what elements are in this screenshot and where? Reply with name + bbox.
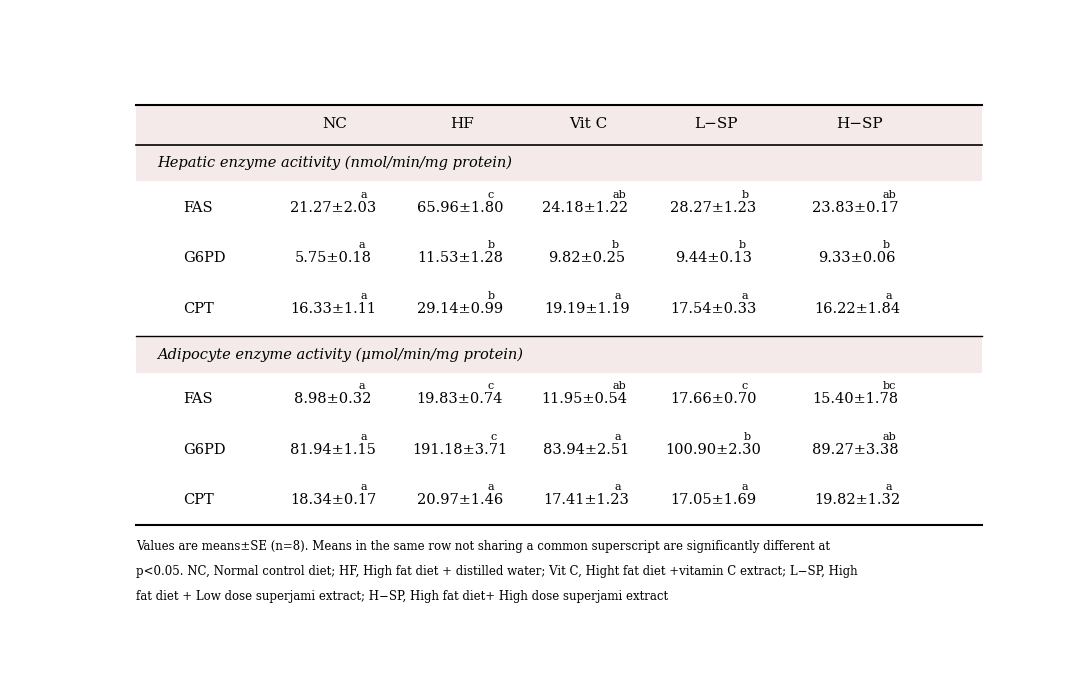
FancyBboxPatch shape bbox=[136, 145, 982, 181]
Text: 16.33±1.11: 16.33±1.11 bbox=[290, 301, 376, 316]
Text: 19.19±1.19: 19.19±1.19 bbox=[543, 301, 630, 316]
Text: a: a bbox=[361, 482, 368, 492]
Text: H−SP: H−SP bbox=[836, 117, 883, 130]
Text: c: c bbox=[490, 432, 496, 441]
Text: c: c bbox=[488, 381, 494, 391]
Text: 11.53±1.28: 11.53±1.28 bbox=[417, 251, 503, 265]
Text: b: b bbox=[739, 240, 746, 250]
Text: G6PD: G6PD bbox=[183, 251, 226, 265]
Text: Vit C: Vit C bbox=[570, 117, 608, 130]
Text: FAS: FAS bbox=[183, 201, 213, 214]
Text: b: b bbox=[883, 240, 889, 250]
Text: 23.83±0.17: 23.83±0.17 bbox=[812, 201, 898, 214]
FancyBboxPatch shape bbox=[136, 105, 982, 145]
Text: 16.22±1.84: 16.22±1.84 bbox=[814, 301, 900, 316]
Text: Values are means±SE (n=8). Means in the same row not sharing a common superscrip: Values are means±SE (n=8). Means in the … bbox=[136, 540, 830, 553]
Text: 8.98±0.32: 8.98±0.32 bbox=[295, 392, 372, 406]
Text: a: a bbox=[742, 291, 748, 301]
Text: CPT: CPT bbox=[183, 301, 214, 316]
Text: bc: bc bbox=[883, 381, 897, 391]
FancyBboxPatch shape bbox=[136, 336, 982, 372]
Text: L−SP: L−SP bbox=[694, 117, 738, 130]
Text: ab: ab bbox=[612, 381, 626, 391]
Text: 9.33±0.06: 9.33±0.06 bbox=[818, 251, 896, 265]
Text: a: a bbox=[361, 432, 368, 441]
Text: b: b bbox=[612, 240, 619, 250]
Text: 17.41±1.23: 17.41±1.23 bbox=[543, 493, 630, 507]
Text: HF: HF bbox=[449, 117, 473, 130]
Text: 29.14±0.99: 29.14±0.99 bbox=[417, 301, 503, 316]
Text: 65.96±1.80: 65.96±1.80 bbox=[417, 201, 503, 214]
Text: c: c bbox=[488, 189, 494, 199]
Text: ab: ab bbox=[612, 189, 626, 199]
Text: NC: NC bbox=[323, 117, 348, 130]
Text: 100.90±2.30: 100.90±2.30 bbox=[666, 443, 762, 457]
Text: a: a bbox=[358, 381, 364, 391]
Text: 5.75±0.18: 5.75±0.18 bbox=[295, 251, 371, 265]
Text: a: a bbox=[885, 482, 891, 492]
Text: a: a bbox=[614, 432, 621, 441]
Text: G6PD: G6PD bbox=[183, 443, 226, 457]
Text: b: b bbox=[742, 189, 748, 199]
Text: 20.97±1.46: 20.97±1.46 bbox=[417, 493, 503, 507]
Text: b: b bbox=[488, 291, 495, 301]
Text: a: a bbox=[358, 240, 364, 250]
Text: 19.82±1.32: 19.82±1.32 bbox=[814, 493, 900, 507]
Text: 17.05±1.69: 17.05±1.69 bbox=[670, 493, 756, 507]
Text: b: b bbox=[488, 240, 495, 250]
Text: a: a bbox=[361, 189, 368, 199]
Text: a: a bbox=[614, 482, 621, 492]
Text: 11.95±0.54: 11.95±0.54 bbox=[541, 392, 627, 406]
Text: a: a bbox=[488, 482, 494, 492]
Text: fat diet + Low dose superjami extract; H−SP, High fat diet+ High dose superjami : fat diet + Low dose superjami extract; H… bbox=[136, 590, 669, 603]
Text: 9.44±0.13: 9.44±0.13 bbox=[675, 251, 752, 265]
Text: 21.27±2.03: 21.27±2.03 bbox=[290, 201, 376, 214]
Text: a: a bbox=[885, 291, 891, 301]
Text: Adipocyte enzyme activity (μmol/min/mg protein): Adipocyte enzyme activity (μmol/min/mg p… bbox=[157, 347, 524, 362]
Text: Hepatic enzyme acitivity (nmol/min/mg protein): Hepatic enzyme acitivity (nmol/min/mg pr… bbox=[157, 155, 513, 170]
Text: 15.40±1.78: 15.40±1.78 bbox=[812, 392, 898, 406]
Text: c: c bbox=[742, 381, 747, 391]
Text: 17.54±0.33: 17.54±0.33 bbox=[670, 301, 757, 316]
Text: FAS: FAS bbox=[183, 392, 213, 406]
Text: ab: ab bbox=[883, 189, 897, 199]
Text: a: a bbox=[361, 291, 368, 301]
Text: 9.82±0.25: 9.82±0.25 bbox=[548, 251, 625, 265]
Text: 24.18±1.22: 24.18±1.22 bbox=[541, 201, 627, 214]
Text: 81.94±1.15: 81.94±1.15 bbox=[290, 443, 376, 457]
Text: a: a bbox=[742, 482, 748, 492]
Text: b: b bbox=[744, 432, 751, 441]
Text: 191.18±3.71: 191.18±3.71 bbox=[412, 443, 507, 457]
Text: CPT: CPT bbox=[183, 493, 214, 507]
Text: 89.27±3.38: 89.27±3.38 bbox=[812, 443, 898, 457]
Text: 18.34±0.17: 18.34±0.17 bbox=[290, 493, 376, 507]
Text: p<0.05. NC, Normal control diet; HF, High fat diet + distilled water; Vit C, Hig: p<0.05. NC, Normal control diet; HF, Hig… bbox=[136, 565, 858, 578]
Text: ab: ab bbox=[883, 432, 897, 441]
Text: 83.94±2.51: 83.94±2.51 bbox=[543, 443, 630, 457]
Text: 17.66±0.70: 17.66±0.70 bbox=[670, 392, 757, 406]
Text: a: a bbox=[614, 291, 621, 301]
Text: 19.83±0.74: 19.83±0.74 bbox=[417, 392, 503, 406]
Text: 28.27±1.23: 28.27±1.23 bbox=[670, 201, 756, 214]
